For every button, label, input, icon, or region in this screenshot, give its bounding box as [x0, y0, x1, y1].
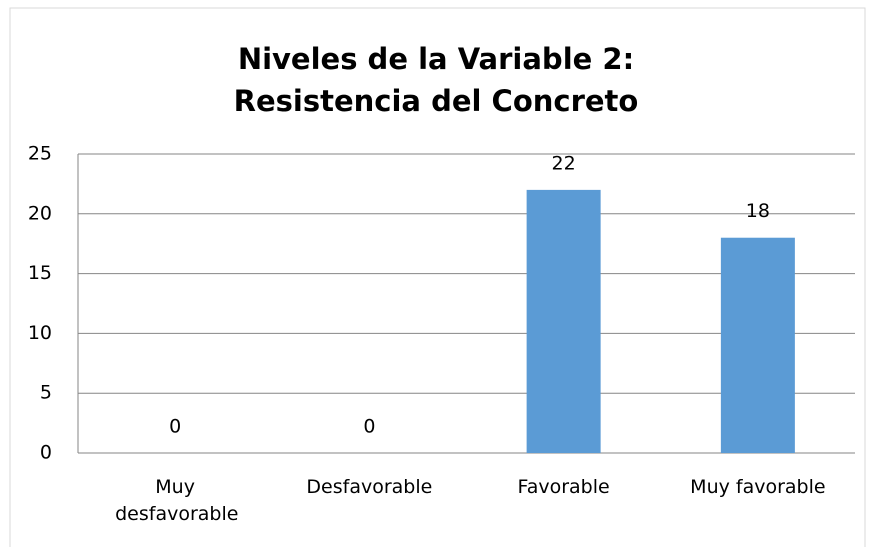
data-label: 22	[552, 152, 576, 174]
y-tick-label: 5	[40, 382, 52, 404]
data-label: 0	[363, 416, 375, 438]
y-tick-label: 25	[28, 143, 52, 165]
y-tick-label: 20	[28, 202, 52, 224]
x-tick-label: Muy favorable	[690, 476, 826, 498]
x-tick-label: Desfavorable	[306, 476, 433, 498]
bar	[720, 237, 795, 453]
y-tick-label: 0	[40, 442, 52, 464]
x-tick-label: Muy desfavorable	[115, 476, 239, 525]
x-tick-label: Favorable	[517, 476, 610, 498]
data-label: 18	[746, 200, 770, 222]
chart-title: Niveles de la Variable 2: Resistencia de…	[233, 42, 639, 118]
chart-border	[9, 7, 866, 547]
y-tick-label: 15	[28, 262, 52, 284]
y-tick-label: 10	[28, 322, 52, 344]
bar	[526, 189, 601, 453]
data-label: 0	[169, 416, 181, 438]
